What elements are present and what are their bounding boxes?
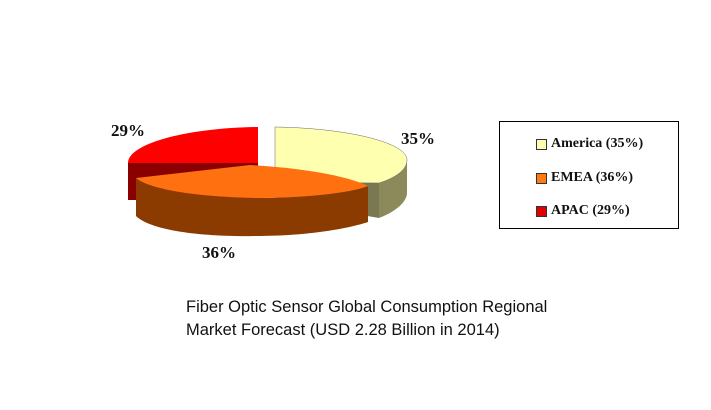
chart-legend: America (35%) EMEA (36%) APAC (29%) (499, 121, 679, 229)
legend-item-america: America (35%) (536, 136, 643, 152)
chart-title-line-2: Market Forecast (USD 2.28 Billion in 201… (186, 321, 500, 339)
america-swatch-icon (536, 138, 547, 150)
emea-slice (136, 165, 368, 237)
apac-swatch-icon (536, 205, 547, 217)
apac-data-label: 29% (111, 121, 145, 140)
chart-title-line-1: Fiber Optic Sensor Global Consumption Re… (186, 298, 548, 316)
legend-item-apac: APAC (29%) (536, 203, 630, 219)
chart-title: Fiber Optic Sensor Global Consumption Re… (186, 296, 547, 342)
emea-data-label: 36% (202, 243, 236, 262)
emea-swatch-icon (536, 172, 547, 184)
legend-label: America (35%) (551, 136, 644, 151)
legend-label: APAC (29%) (551, 203, 630, 218)
legend-item-emea: EMEA (36%) (536, 170, 633, 186)
america-data-label: 35% (401, 129, 435, 148)
legend-label: EMEA (36%) (551, 170, 634, 185)
